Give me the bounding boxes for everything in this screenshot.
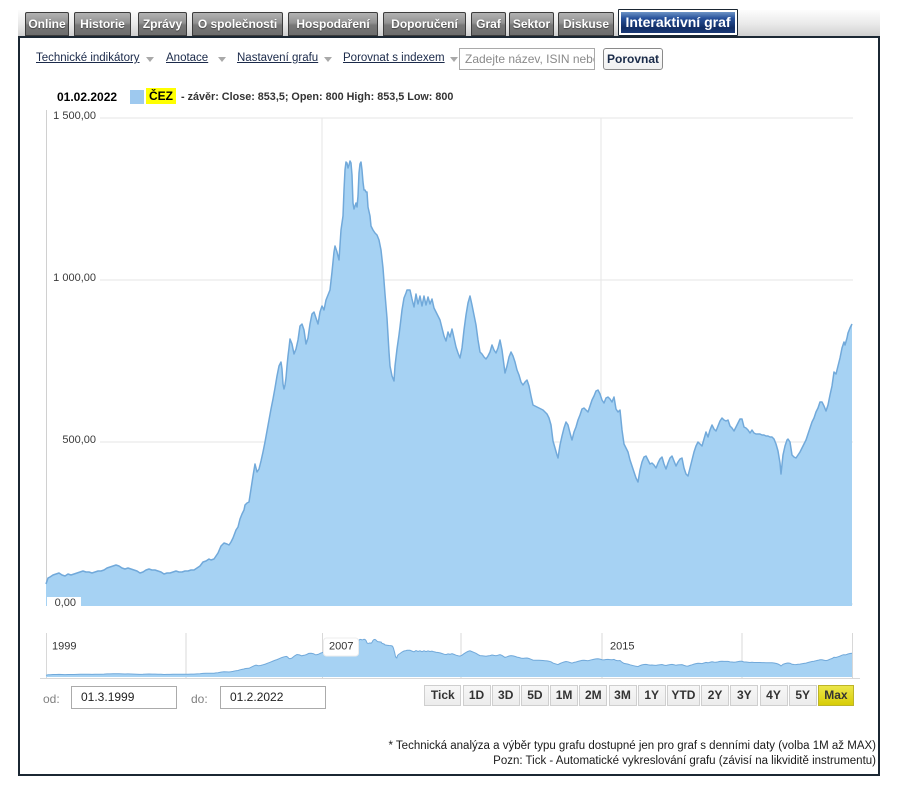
svg-text:0,00: 0,00 (55, 597, 76, 609)
svg-text:1 500,00: 1 500,00 (53, 110, 96, 122)
svg-text:1 000,00: 1 000,00 (53, 272, 96, 284)
svg-text:2015: 2015 (610, 641, 634, 653)
svg-text:2007: 2007 (329, 641, 353, 653)
svg-text:1999: 1999 (52, 641, 76, 653)
svg-text:500,00: 500,00 (62, 434, 96, 446)
